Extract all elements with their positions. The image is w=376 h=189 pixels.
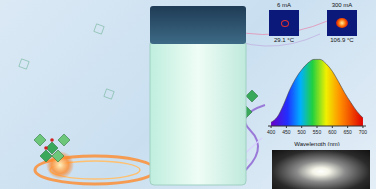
html-text:29.1 °C: 29.1 °C xyxy=(274,37,294,43)
svg-text:Wavelength (nm): Wavelength (nm) xyxy=(294,141,339,146)
svg-text:450: 450 xyxy=(282,129,291,135)
svg-text:500: 500 xyxy=(298,129,307,135)
html-text:300 mA: 300 mA xyxy=(331,2,353,8)
svg-text:600: 600 xyxy=(328,129,337,135)
svg-text:400: 400 xyxy=(267,129,276,135)
html-text:106.9 °C: 106.9 °C xyxy=(330,37,354,43)
svg-text:650: 650 xyxy=(343,129,352,135)
svg-text:700: 700 xyxy=(359,129,368,135)
html-text:6 mA: 6 mA xyxy=(277,2,291,8)
svg-text:550: 550 xyxy=(313,129,322,135)
